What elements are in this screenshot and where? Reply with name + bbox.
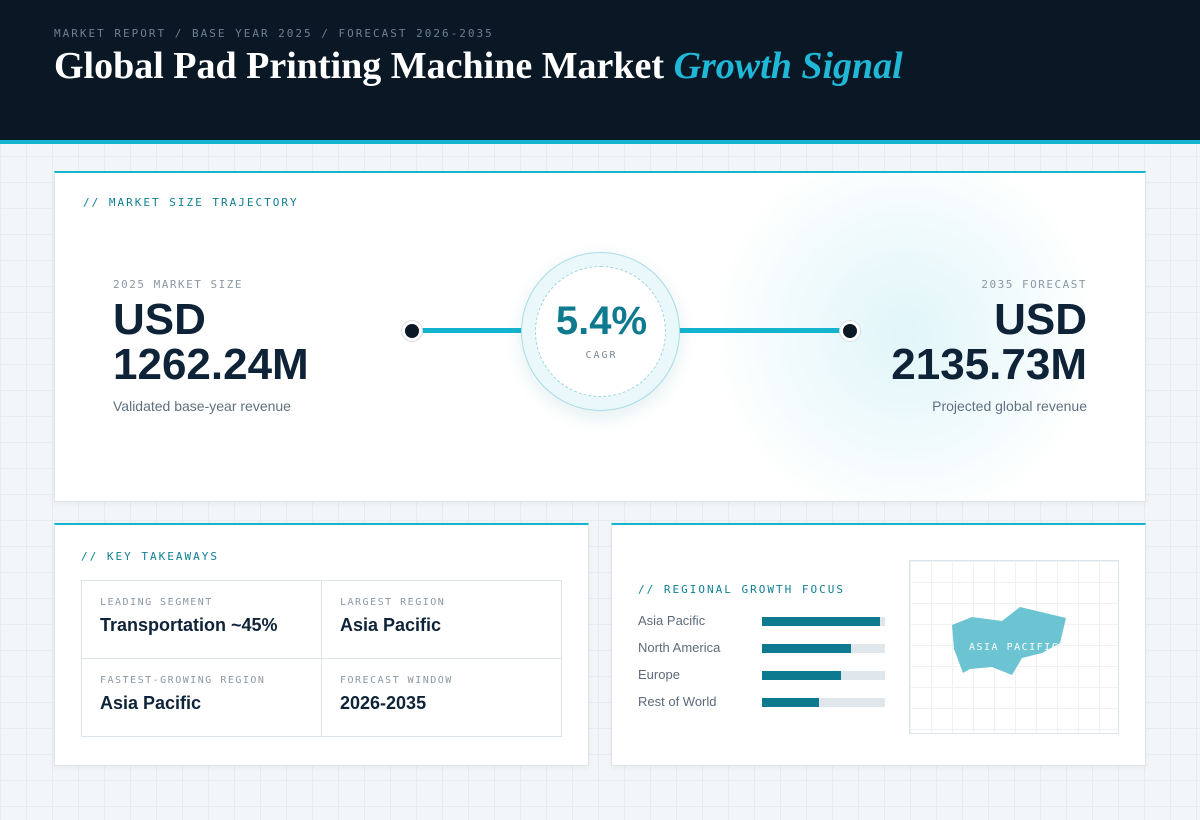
end-forecast-label: 2035 FORECAST (981, 278, 1087, 291)
trajectory-line-left (415, 328, 525, 333)
background-glow (695, 173, 1115, 501)
trajectory-end-dot (840, 321, 860, 341)
breadcrumb: MARKET REPORT / BASE YEAR 2025 / FORECAS… (54, 27, 494, 40)
start-market-size-value: USD 1262.24M (113, 297, 309, 387)
end-forecast-value: USD 2135.73M (891, 297, 1087, 387)
region-row: Asia Pacific (638, 611, 886, 631)
takeaway-value: Asia Pacific (100, 693, 202, 713)
start-value-amount: 1262.24M (113, 340, 309, 389)
market-size-trajectory-card: // MARKET SIZE TRAJECTORY 2025 MARKET SI… (54, 171, 1146, 502)
start-market-size-caption: Validated base-year revenue (113, 398, 291, 414)
takeaway-value: Asia Pacific (340, 615, 442, 635)
region-bar-track (762, 617, 885, 626)
trajectory-line-right (665, 328, 845, 333)
region-bar-fill (762, 617, 881, 626)
takeaway-forecast-window: FORECAST WINDOW 2026-2035 (322, 659, 562, 737)
regional-growth-focus-card: // REGIONAL GROWTH FOCUS Asia Pacific No… (611, 523, 1146, 766)
trajectory-section-label: // MARKET SIZE TRAJECTORY (83, 196, 299, 209)
region-bar-fill (762, 698, 819, 707)
region-bar-track (762, 671, 885, 680)
cagr-badge-inner: 5.4% CAGR (535, 266, 666, 397)
key-takeaways-card: // KEY TAKEAWAYS LEADING SEGMENT Transpo… (54, 523, 589, 766)
region-row: Europe (638, 665, 886, 685)
takeaway-value: Transportation ~45% (100, 615, 278, 635)
map-region-label: ASIA PACIFIC (969, 642, 1059, 653)
region-bar-fill (762, 644, 851, 653)
page-title: Global Pad Printing Machine Market Growt… (54, 44, 903, 88)
asia-pacific-map-shape: ASIA PACIFIC (952, 607, 1066, 675)
end-value-amount: 2135.73M (891, 340, 1087, 389)
region-name: Asia Pacific (638, 613, 706, 628)
end-value-currency: USD (994, 295, 1087, 344)
region-row: Rest of World (638, 692, 886, 712)
regional-section-label: // REGIONAL GROWTH FOCUS (638, 583, 845, 596)
takeaways-section-label: // KEY TAKEAWAYS (81, 550, 219, 563)
region-bar-track (762, 644, 885, 653)
takeaway-label: FASTEST-GROWING REGION (100, 675, 266, 686)
start-market-size-label: 2025 MARKET SIZE (113, 278, 243, 291)
page-header: MARKET REPORT / BASE YEAR 2025 / FORECAS… (0, 0, 1200, 144)
takeaway-label: LARGEST REGION (340, 597, 446, 608)
takeaway-value: 2026-2035 (340, 693, 427, 713)
region-bar-fill (762, 671, 841, 680)
takeaway-largest-region: LARGEST REGION Asia Pacific (322, 581, 562, 659)
region-name: North America (638, 640, 721, 655)
cagr-badge: 5.4% CAGR (521, 252, 680, 411)
takeaway-leading-segment: LEADING SEGMENT Transportation ~45% (82, 581, 322, 659)
takeaways-grid: LEADING SEGMENT Transportation ~45% LARG… (81, 580, 562, 737)
region-name: Rest of World (638, 694, 717, 709)
start-value-currency: USD (113, 295, 206, 344)
takeaway-label: FORECAST WINDOW (340, 675, 453, 686)
asia-pacific-region-shape (952, 607, 1066, 675)
page-title-main: Global Pad Printing Machine Market (54, 45, 665, 87)
cagr-value: 5.4% (555, 299, 648, 343)
cagr-label: CAGR (585, 350, 618, 361)
end-forecast-caption: Projected global revenue (932, 398, 1087, 414)
region-bar-track (762, 698, 885, 707)
page-title-accent: Growth Signal (673, 45, 903, 87)
takeaway-fastest-growing-region: FASTEST-GROWING REGION Asia Pacific (82, 659, 322, 737)
takeaway-label: LEADING SEGMENT (100, 597, 213, 608)
region-name: Europe (638, 667, 680, 682)
region-map: ASIA PACIFIC (909, 560, 1119, 734)
trajectory-start-dot (402, 321, 422, 341)
region-row: North America (638, 638, 886, 658)
